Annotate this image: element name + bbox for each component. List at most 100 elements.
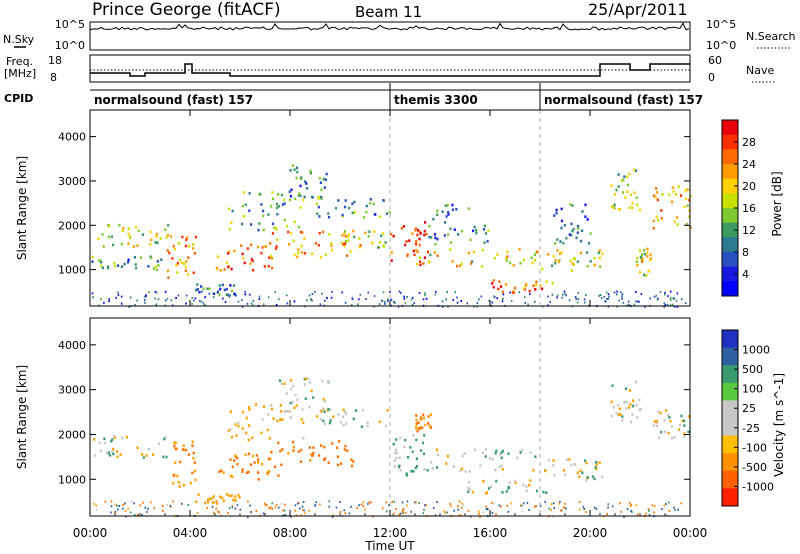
data-cell xyxy=(625,407,628,410)
data-cell xyxy=(255,509,258,512)
data-cell xyxy=(177,481,181,484)
data-cell xyxy=(352,460,355,463)
data-cell xyxy=(422,413,425,417)
data-cell xyxy=(351,211,354,215)
cpid-segment-label: themis 3300 xyxy=(394,93,478,107)
data-cell xyxy=(391,514,394,517)
data-cell xyxy=(320,188,323,192)
data-cell xyxy=(304,397,307,400)
data-cell xyxy=(329,408,332,411)
data-cell xyxy=(406,500,409,503)
cpid-segment-label: normalsound (fast) 157 xyxy=(544,93,703,107)
data-cell xyxy=(134,263,137,266)
data-cell xyxy=(487,229,490,233)
data-cell xyxy=(280,410,283,413)
data-cell xyxy=(269,457,272,460)
data-cell xyxy=(460,467,464,471)
data-cell xyxy=(168,251,171,255)
data-cell xyxy=(637,513,639,516)
data-cell xyxy=(323,445,326,449)
data-cell xyxy=(559,500,561,503)
data-cell xyxy=(309,171,312,175)
data-cell xyxy=(569,259,572,263)
data-cell xyxy=(349,250,352,253)
data-cell xyxy=(412,249,415,253)
data-cell xyxy=(192,457,195,460)
data-cell xyxy=(495,513,497,516)
data-cell xyxy=(133,502,135,505)
y-tick-label: 1000 xyxy=(58,264,86,277)
data-cell xyxy=(417,421,420,424)
data-cell xyxy=(172,474,175,477)
data-cell xyxy=(228,250,231,253)
data-cell xyxy=(427,250,430,254)
data-cell xyxy=(252,299,255,302)
data-cell xyxy=(206,287,209,291)
data-cell xyxy=(115,296,118,299)
data-cell xyxy=(191,302,193,305)
data-cell xyxy=(447,210,450,214)
data-cell xyxy=(308,294,311,297)
data-cell xyxy=(234,495,237,498)
data-cell xyxy=(611,505,614,508)
y-tick-label: 1000 xyxy=(58,473,86,486)
data-cell xyxy=(279,449,282,453)
data-cell xyxy=(367,502,369,505)
data-cell xyxy=(553,474,556,477)
data-cell xyxy=(680,502,683,505)
colorbar-swatch xyxy=(722,164,738,180)
data-cell xyxy=(687,430,690,434)
data-cell xyxy=(346,235,349,239)
data-cell xyxy=(394,465,397,468)
data-cell xyxy=(280,463,283,467)
data-cell xyxy=(110,439,113,443)
data-cell xyxy=(182,483,185,487)
data-cell xyxy=(327,380,330,383)
data-cell xyxy=(127,227,130,230)
data-cell xyxy=(544,469,547,473)
data-cell xyxy=(395,438,398,441)
data-cell xyxy=(118,223,121,227)
data-cell xyxy=(638,300,640,303)
data-cell xyxy=(150,256,153,260)
data-cell xyxy=(673,436,676,439)
data-cell xyxy=(577,291,580,294)
data-cell xyxy=(262,209,265,213)
data-cell xyxy=(257,471,260,474)
data-cell xyxy=(649,253,652,256)
data-cell xyxy=(473,225,476,229)
data-cell xyxy=(368,230,371,233)
data-cell xyxy=(396,451,399,455)
time-axis-label: Time UT xyxy=(364,539,415,553)
data-cell xyxy=(501,491,504,494)
data-cell xyxy=(418,427,421,430)
data-cell xyxy=(500,285,503,288)
data-cell xyxy=(229,458,232,461)
freq-left-label-2: [MHz] xyxy=(4,67,36,80)
data-cell xyxy=(289,194,293,198)
y-tick-label: 4000 xyxy=(58,131,86,144)
data-cell xyxy=(668,501,670,504)
data-cell xyxy=(606,297,608,300)
data-cell xyxy=(300,251,303,254)
data-cell xyxy=(331,442,334,445)
data-cell xyxy=(419,263,422,267)
data-cell xyxy=(316,415,319,418)
data-cell xyxy=(91,255,94,259)
data-cell xyxy=(268,256,271,259)
data-cell xyxy=(425,232,428,236)
data-cell xyxy=(247,515,249,518)
data-cell xyxy=(119,453,122,456)
data-cell xyxy=(533,253,536,257)
data-cell xyxy=(114,511,116,514)
data-cell xyxy=(684,189,687,192)
data-cell xyxy=(191,444,194,447)
data-cell xyxy=(123,262,126,266)
data-cell xyxy=(324,299,326,302)
colorbar-tick-label: 12 xyxy=(742,224,756,237)
data-cell xyxy=(230,435,234,439)
data-cell xyxy=(186,236,189,239)
data-cell xyxy=(525,282,528,286)
colorbar-tick-label: -25 xyxy=(742,422,760,435)
data-cell xyxy=(460,262,463,266)
